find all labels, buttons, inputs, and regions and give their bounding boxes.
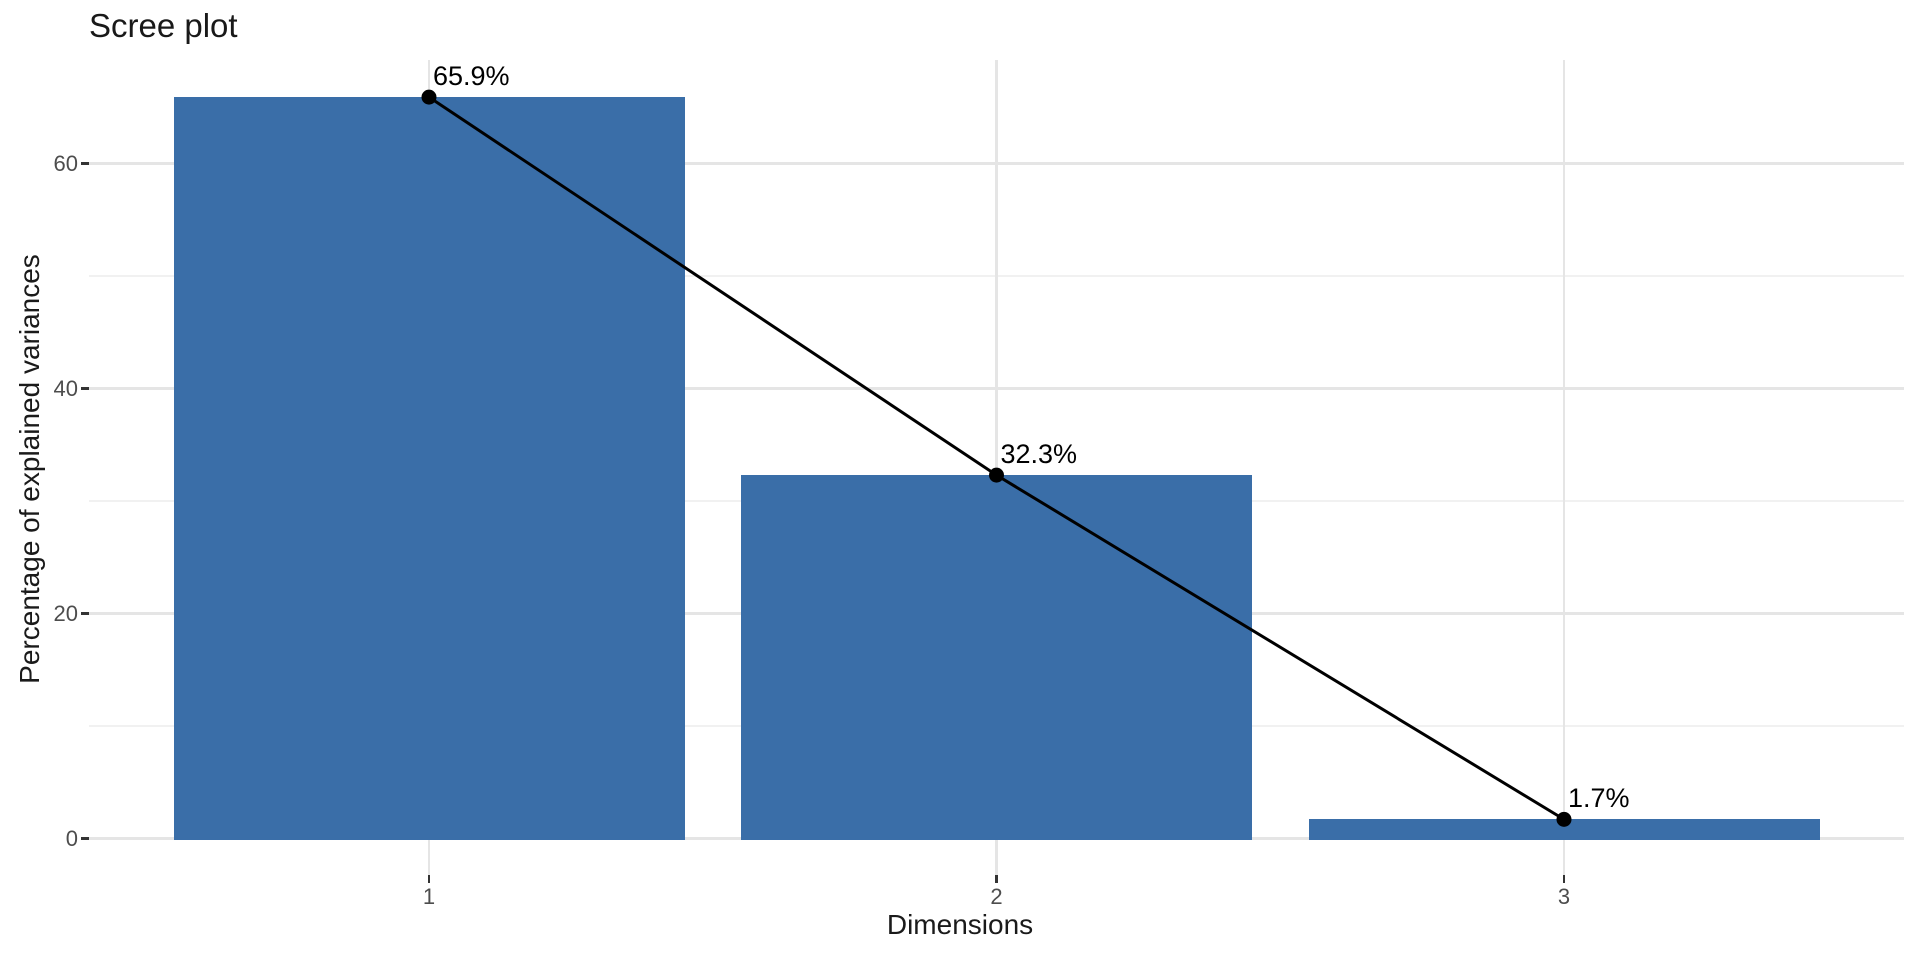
variance-point bbox=[1556, 811, 1572, 827]
point-label: 32.3% bbox=[1000, 439, 1078, 470]
variance-bar bbox=[1308, 819, 1820, 840]
chart-title: Scree plot bbox=[89, 7, 238, 44]
y-tick-mark bbox=[80, 162, 89, 165]
variance-bar bbox=[741, 475, 1252, 840]
y-tick-label: 0 bbox=[65, 825, 78, 851]
x-tick-label: 1 bbox=[422, 884, 436, 909]
y-axis-title: Percentage of explained variances bbox=[14, 254, 45, 684]
x-tick-mark bbox=[995, 875, 998, 883]
variance-bar bbox=[173, 97, 685, 840]
variance-point bbox=[989, 467, 1004, 483]
x-tick-label: 3 bbox=[1557, 884, 1571, 909]
y-tick-label: 60 bbox=[53, 150, 78, 176]
gridline-x-major bbox=[1562, 60, 1566, 875]
point-label: 1.7% bbox=[1568, 783, 1630, 814]
y-tick-label: 20 bbox=[53, 600, 78, 626]
gridline-x-major bbox=[995, 60, 998, 875]
y-tick-mark bbox=[80, 387, 89, 390]
point-label: 65.9% bbox=[433, 61, 510, 92]
x-tick-mark bbox=[427, 875, 431, 883]
y-tick-label: 40 bbox=[53, 375, 78, 401]
x-tick-mark bbox=[1562, 875, 1566, 883]
x-tick-label: 2 bbox=[990, 884, 1003, 909]
variance-point bbox=[421, 89, 437, 105]
variance-line bbox=[428, 95, 1565, 821]
x-axis-title: Dimensions bbox=[886, 909, 1034, 940]
y-tick-mark bbox=[80, 837, 89, 840]
y-tick-mark bbox=[80, 612, 89, 615]
